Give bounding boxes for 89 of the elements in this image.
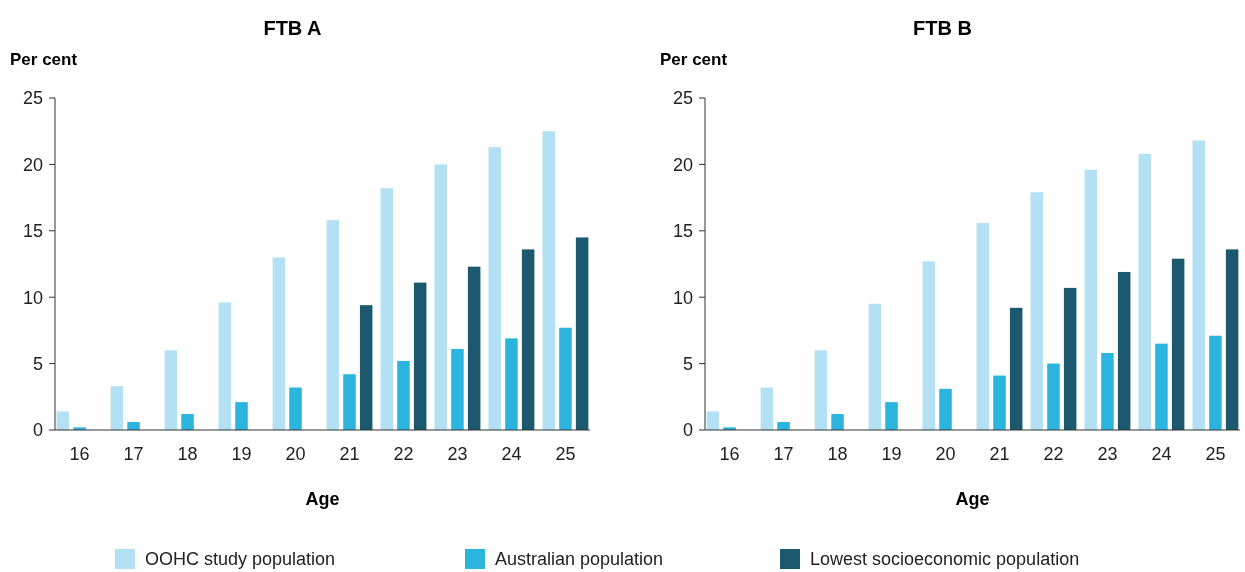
bar	[993, 375, 1006, 430]
bar	[777, 422, 790, 430]
bar	[575, 237, 589, 430]
x-tick-label: 19	[231, 444, 252, 464]
y-tick-label: 10	[672, 287, 693, 308]
bar	[939, 388, 952, 430]
bar	[164, 350, 178, 430]
x-tick-label: 16	[719, 444, 740, 464]
y-tick-label: 0	[682, 420, 693, 441]
y-tick-label: 20	[672, 154, 693, 175]
chart-title: FTB B	[913, 17, 972, 39]
x-tick-label: 25	[555, 444, 576, 464]
x-axis-title: Age	[305, 489, 340, 509]
y-axis-title: Per cent	[10, 50, 78, 69]
bar	[451, 348, 464, 430]
y-tick-label: 15	[672, 221, 693, 242]
bar	[110, 386, 124, 430]
bar	[868, 303, 882, 430]
bar	[380, 188, 394, 430]
x-tick-label: 16	[69, 444, 90, 464]
bar	[1101, 352, 1114, 430]
bar	[542, 131, 556, 430]
bar	[359, 305, 373, 430]
x-tick-label: 22	[1043, 444, 1064, 464]
bar	[127, 422, 140, 430]
x-tick-label: 24	[501, 444, 522, 464]
x-tick-label: 18	[177, 444, 198, 464]
y-tick-label: 15	[22, 221, 43, 242]
x-axis-title: Age	[955, 489, 990, 509]
bar	[272, 257, 286, 430]
bar	[760, 387, 774, 430]
chart-title: FTB A	[263, 17, 322, 39]
bar	[521, 249, 535, 430]
legend-label: Lowest socioeconomic population	[810, 549, 1080, 570]
x-tick-label: 20	[285, 444, 306, 464]
bar	[706, 411, 720, 430]
x-tick-label: 18	[827, 444, 848, 464]
bar	[922, 261, 936, 430]
y-tick-label: 5	[682, 353, 693, 374]
bar	[1209, 335, 1222, 430]
y-tick-label: 25	[22, 88, 43, 109]
bar	[397, 360, 410, 430]
bar	[1063, 287, 1077, 430]
x-tick-label: 24	[1151, 444, 1172, 464]
bar	[434, 164, 448, 430]
x-tick-label: 22	[393, 444, 414, 464]
bar	[1084, 169, 1098, 430]
y-axis-title: Per cent	[660, 50, 728, 69]
bar	[1117, 271, 1131, 430]
bar	[1225, 249, 1239, 430]
bar	[56, 411, 70, 430]
bar	[1009, 307, 1023, 430]
x-tick-label: 21	[989, 444, 1010, 464]
x-tick-label: 19	[881, 444, 902, 464]
x-tick-label: 21	[339, 444, 360, 464]
bar	[559, 327, 572, 430]
bar	[1171, 258, 1185, 430]
bar	[1030, 192, 1044, 430]
x-tick-label: 20	[935, 444, 956, 464]
x-tick-label: 17	[773, 444, 794, 464]
bar	[831, 414, 844, 430]
y-tick-label: 0	[32, 420, 43, 441]
bar	[218, 302, 232, 430]
bar	[976, 222, 990, 430]
bar	[1192, 140, 1205, 430]
bar	[343, 374, 356, 430]
bar	[235, 402, 248, 430]
y-tick-label: 20	[22, 154, 43, 175]
bar	[467, 266, 481, 430]
x-tick-label: 25	[1205, 444, 1226, 464]
x-tick-label: 23	[447, 444, 468, 464]
bar	[885, 402, 898, 430]
bar	[181, 414, 194, 430]
bar	[326, 220, 340, 430]
bar	[505, 338, 518, 430]
bar	[1138, 153, 1152, 430]
bar	[814, 350, 828, 430]
y-tick-label: 5	[32, 353, 43, 374]
legend-label: OOHC study population	[145, 549, 336, 570]
bar	[488, 147, 502, 430]
x-tick-label: 17	[123, 444, 144, 464]
bar	[1155, 343, 1168, 430]
x-tick-label: 23	[1097, 444, 1118, 464]
legend-label: Australian population	[495, 549, 664, 570]
bar	[289, 387, 302, 430]
bar	[1047, 363, 1060, 430]
bar	[413, 282, 427, 430]
y-tick-label: 10	[22, 287, 43, 308]
y-tick-label: 25	[672, 88, 693, 109]
